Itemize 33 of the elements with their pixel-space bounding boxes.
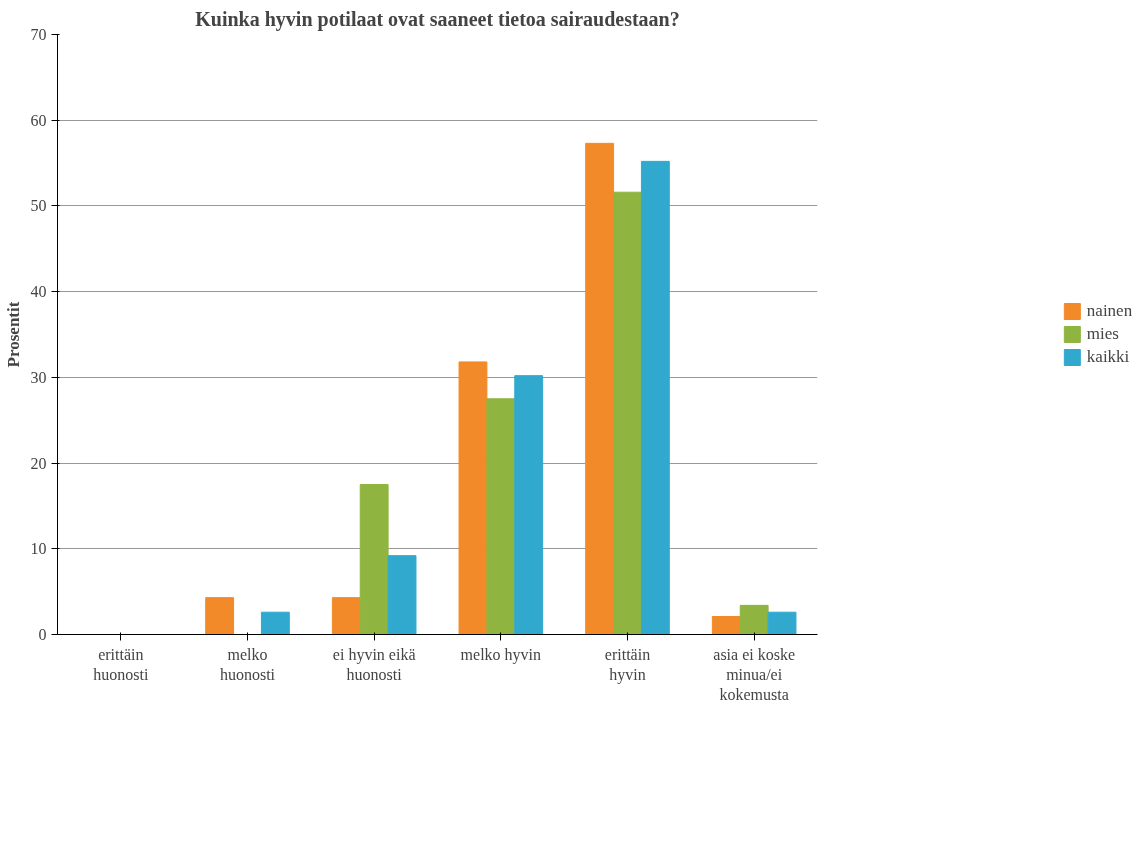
x-tick-label: erittäin huonosti <box>93 645 149 683</box>
bar <box>613 191 642 635</box>
x-tick-label: melko hyvin <box>460 645 542 664</box>
bar <box>767 611 797 635</box>
y-tick-label: 20 <box>30 454 47 472</box>
x-tick-label: asia ei koske minua/ei kokemusta <box>713 645 796 704</box>
bar <box>458 361 488 635</box>
x-tick-label: erittäin hyvin <box>604 645 651 684</box>
bar <box>739 604 769 635</box>
bar <box>359 484 389 635</box>
bar <box>514 375 544 635</box>
y-tick-label: 10 <box>30 540 47 558</box>
legend-label: kaikki <box>1086 347 1130 367</box>
bar <box>331 597 361 635</box>
chart-title: Kuinka hyvin potilaat ovat saaneet tietoa sairaudestaan? <box>195 7 680 31</box>
legend-label: mies <box>1086 324 1119 344</box>
bar <box>711 616 741 635</box>
bar <box>205 597 235 635</box>
bar <box>486 398 516 635</box>
legend-label: nainen <box>1086 301 1133 321</box>
y-tick-label: 70 <box>30 26 47 43</box>
y-tick-label: 40 <box>30 283 47 301</box>
bar <box>640 160 670 635</box>
bar <box>387 555 417 635</box>
x-tick-label: ei hyvin eikä huonosti <box>332 645 416 683</box>
bar <box>585 142 615 635</box>
y-tick-label: 60 <box>30 111 47 129</box>
y-tick-label: 30 <box>30 368 47 386</box>
y-tick-label: 50 <box>30 197 47 215</box>
y-axis-title: Prosentit <box>3 301 23 368</box>
x-tick-label: melko huonosti <box>219 645 276 683</box>
y-tick-label: 0 <box>38 626 47 643</box>
bar <box>260 611 290 635</box>
